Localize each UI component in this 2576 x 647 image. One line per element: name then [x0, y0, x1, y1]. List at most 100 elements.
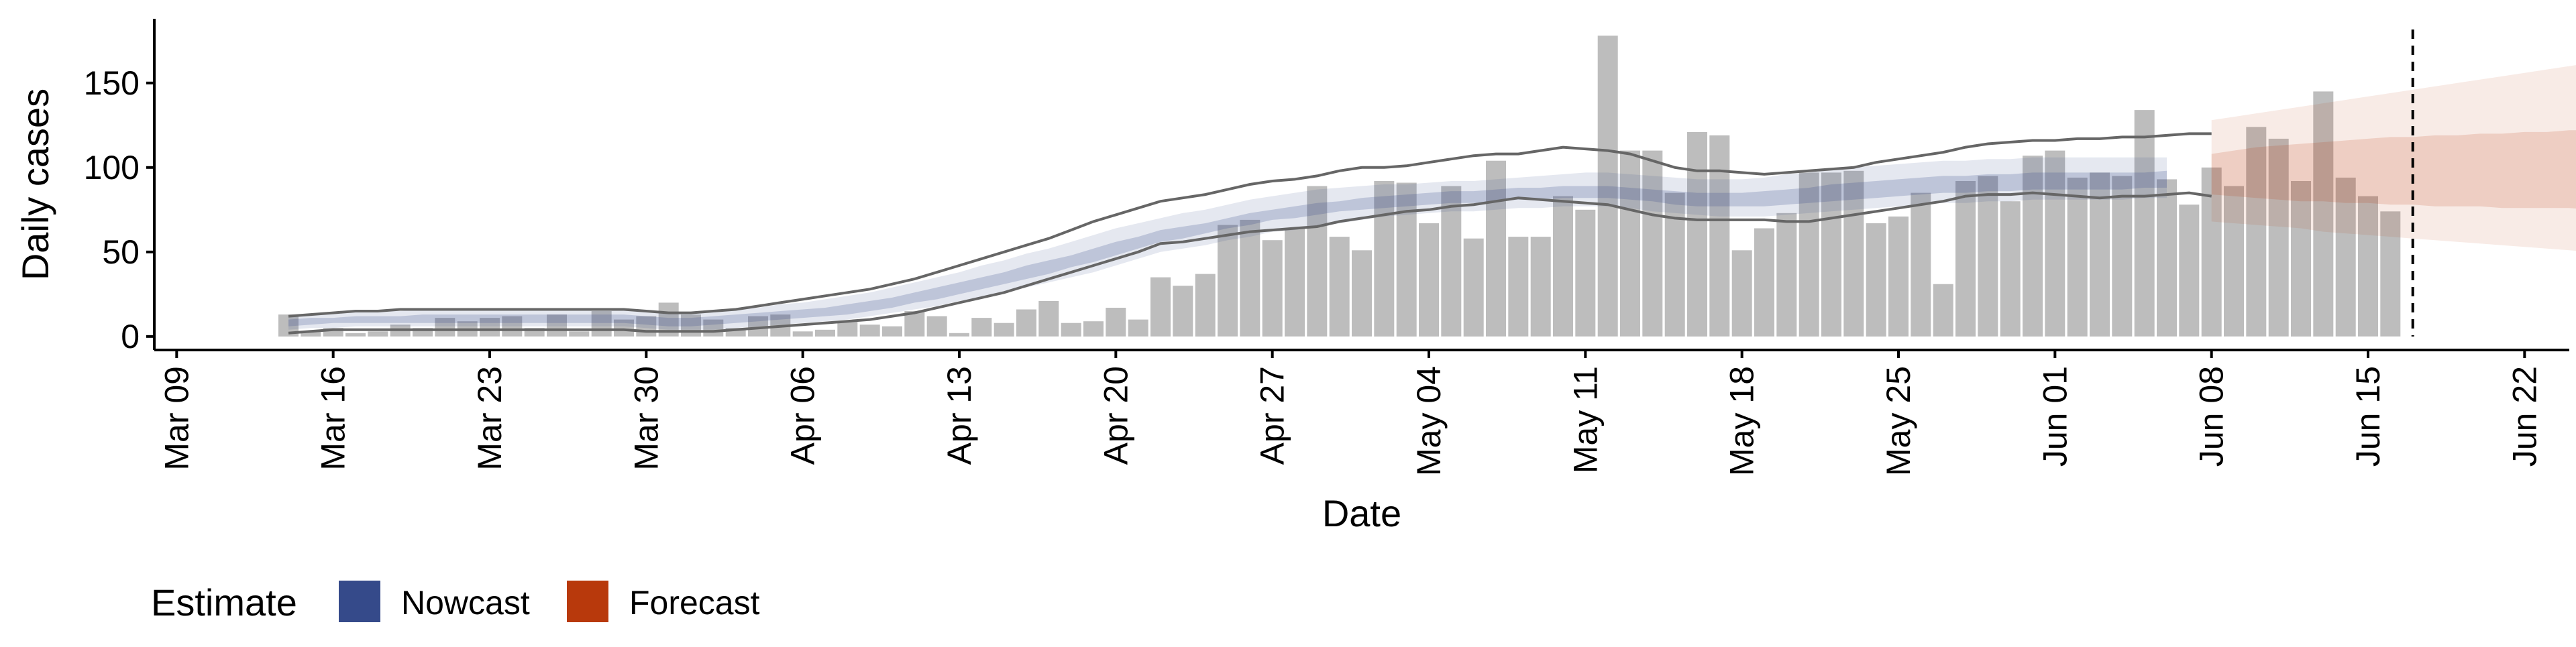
bar: [614, 319, 634, 337]
bar: [1553, 196, 1573, 337]
bar: [636, 316, 657, 337]
bar: [1038, 300, 1059, 337]
x-axis-title: Date: [1322, 492, 1401, 534]
bar: [1218, 225, 1238, 337]
bar: [703, 319, 724, 337]
x-tick-label: Mar 09: [158, 366, 195, 471]
bar: [1329, 237, 1350, 337]
bar: [2268, 138, 2289, 337]
y-tick-label: 50: [102, 233, 140, 271]
legend-swatch-nowcast: [339, 581, 380, 622]
bar: [2157, 179, 2177, 337]
bar: [1173, 286, 1193, 337]
bar: [1933, 284, 1953, 337]
bar: [1419, 223, 1439, 337]
forecast-band-90: [2211, 65, 2576, 251]
bar: [1843, 170, 1864, 337]
bar: [1709, 135, 1730, 337]
bar: [1240, 219, 1260, 337]
bar: [2023, 156, 2043, 337]
bar: [502, 316, 523, 337]
bar: [949, 333, 969, 337]
bar: [994, 322, 1014, 337]
bar: [345, 333, 366, 337]
observed-lower-line: [288, 191, 2212, 335]
bar: [1776, 213, 1797, 337]
bar: [859, 325, 880, 337]
x-tick-label: Apr 20: [1097, 366, 1134, 465]
y-tick-label: 150: [84, 64, 140, 102]
bar: [1083, 321, 1104, 337]
legend: Estimate Nowcast Forecast: [151, 581, 760, 624]
bar: [1150, 277, 1171, 337]
bar: [1016, 309, 1036, 337]
bar: [2134, 110, 2155, 337]
bar: [2358, 196, 2378, 337]
bar: [815, 329, 835, 337]
bar: [1307, 186, 1328, 337]
bar: [792, 331, 813, 337]
bar: [2045, 150, 2065, 337]
x-tick-label: Apr 13: [941, 366, 978, 465]
bar: [2335, 177, 2356, 337]
bar: [1530, 237, 1551, 337]
bar: [2067, 177, 2088, 337]
y-tick-label: 100: [84, 149, 140, 186]
legend-title: Estimate: [151, 581, 297, 624]
bar: [480, 318, 500, 337]
bar: [1978, 176, 1998, 337]
bar: [1731, 250, 1752, 337]
bar: [1955, 181, 1976, 337]
axes: [146, 19, 2569, 358]
x-tick-label: Jun 08: [2193, 366, 2231, 467]
bar: [301, 331, 321, 337]
bar: [547, 314, 567, 337]
bar: [2179, 204, 2200, 337]
bar: [681, 314, 701, 337]
bar: [1664, 192, 1685, 337]
bar: [1642, 150, 1663, 337]
y-tick-label: 0: [121, 318, 140, 355]
observed-band-lines: [288, 132, 2212, 335]
bar: [1106, 308, 1126, 337]
bar: [1866, 223, 1886, 337]
x-tick-label: Jun 01: [2036, 366, 2074, 467]
bar: [2090, 172, 2110, 337]
x-tick-label: May 11: [1566, 366, 1604, 473]
bar: [569, 331, 590, 337]
bar: [1285, 228, 1305, 337]
bar: [971, 318, 992, 337]
bar: [2000, 201, 2021, 337]
bar: [435, 318, 455, 337]
bar: [2291, 181, 2311, 337]
x-tick-label: Apr 06: [784, 366, 822, 465]
legend-swatch-forecast: [567, 581, 608, 622]
bar: [591, 311, 612, 337]
x-tick-label: May 18: [1723, 366, 1761, 476]
observed-upper-line: [288, 132, 2212, 318]
bar: [837, 321, 858, 337]
bar: [2246, 127, 2267, 337]
bar: [1374, 181, 1395, 337]
nowcast-band-90: [288, 157, 2167, 330]
nowcast-band-50: [288, 170, 2167, 327]
x-tick-label: Mar 16: [315, 366, 352, 471]
bar: [1508, 237, 1529, 337]
x-tick-label: Mar 30: [627, 366, 665, 471]
bar: [1262, 240, 1283, 337]
x-tick-label: Mar 23: [471, 366, 508, 471]
bar: [926, 316, 947, 337]
bar: [1597, 36, 1618, 337]
bar: [2112, 176, 2133, 337]
bar: [1195, 274, 1216, 337]
bar: [1128, 319, 1148, 337]
legend-label-forecast: Forecast: [629, 584, 760, 622]
bar: [2224, 186, 2244, 337]
bar: [1486, 160, 1506, 337]
x-tick-label: Jun 22: [2506, 366, 2543, 467]
bar: [1463, 238, 1484, 337]
legend-label-nowcast: Nowcast: [401, 584, 530, 622]
bar: [1396, 182, 1417, 337]
bar: [1888, 216, 1909, 337]
bar: [1799, 172, 1819, 337]
